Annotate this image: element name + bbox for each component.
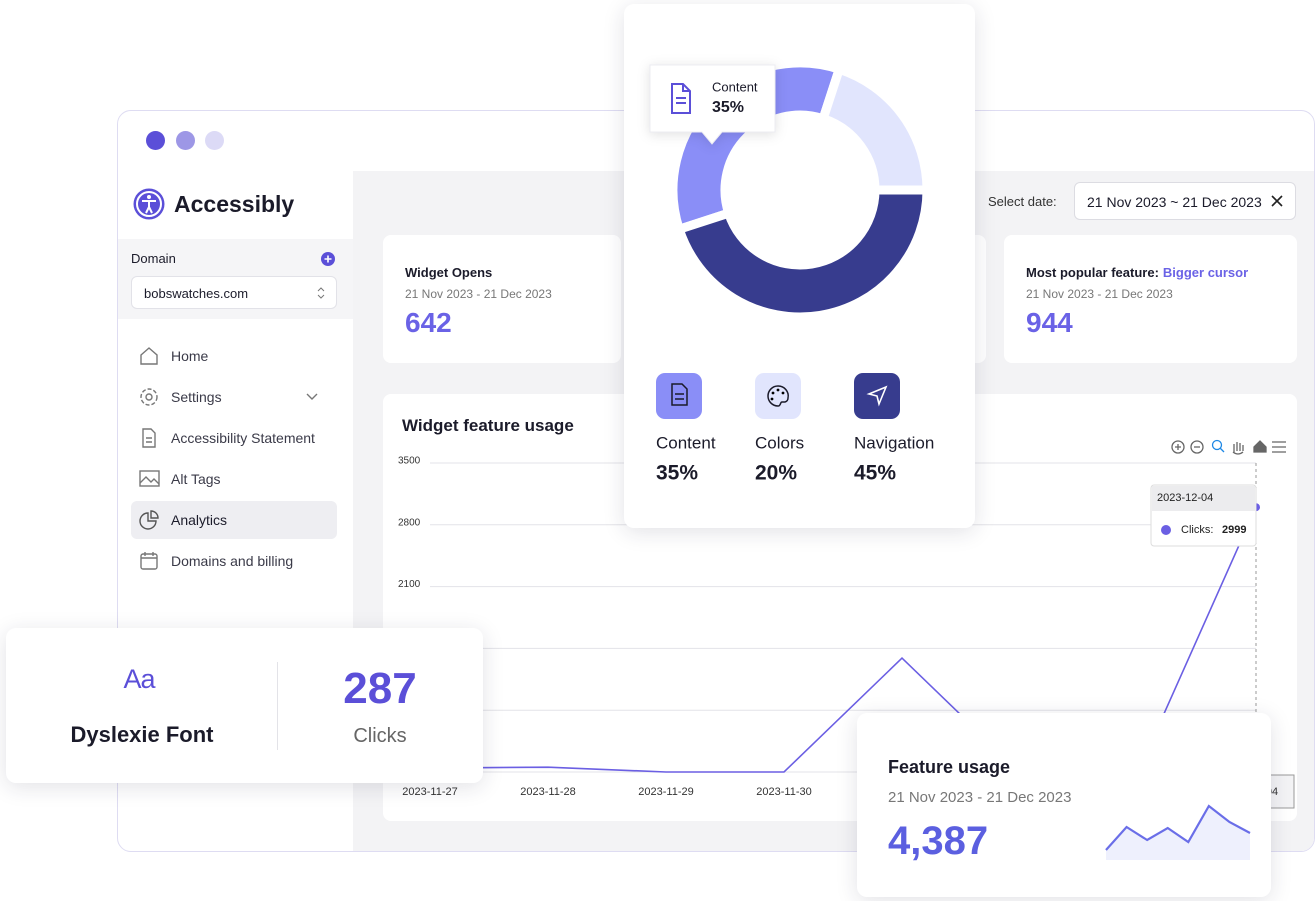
add-domain[interactable] [320,251,336,267]
nav-label: Accessibility Statement [171,430,315,446]
nav-item[interactable]: Domains and billing [131,542,337,580]
nav-item[interactable]: Home [131,337,337,375]
nav-item-active[interactable]: Analytics [131,501,337,539]
brand: Accessibly [174,191,295,217]
nav-icon [140,388,158,406]
y-tick-label: 3500 [398,456,421,467]
clear-date[interactable] [1271,195,1283,207]
nav-item[interactable]: Settings [131,378,337,416]
date-picker[interactable]: 21 Nov 2023 ~ 21 Dec 2023 [1074,182,1296,220]
stat-card: Widget Opens 21 Nov 2023 - 21 Dec 2023 6… [383,235,621,363]
domain-label: Domain [131,251,176,266]
nav-icon [140,347,158,365]
legend-value: 45% [854,462,896,485]
nav-label: Home [171,348,209,364]
legend-label: Content [656,433,716,452]
window-dot [205,131,224,150]
nav-icon [139,470,160,487]
tooltip-header [1152,486,1255,511]
stat-period: 21 Nov 2023 - 21 Dec 2023 [1026,287,1173,301]
x-tick-label: 2023-11-29 [638,786,693,798]
chart-toolbar[interactable] [1171,439,1286,455]
feature-count-label: Clicks [353,725,407,747]
legend-value: 35% [656,462,698,485]
feature-name: Dyslexie Font [70,722,214,747]
donut-slice [817,63,932,195]
stat-title-row: Most popular feature: Bigger cursor [1026,265,1248,280]
window-dot [176,131,195,150]
logo-icon [133,188,165,220]
date-label: Select date: [988,194,1057,209]
donut-chart: Content 35% Colors 20% Navigation 45% Content 3… [649,58,934,485]
usage-card: Feature usage 21 Nov 2023 - 21 Dec 2023 … [857,713,1271,897]
nav-icon [140,552,158,570]
tooltip-swatch [1161,525,1171,535]
tooltip: 2023-12-04 Clicks: 2999 [1150,484,1257,547]
nav-item[interactable]: Alt Tags [131,460,337,498]
stat-title: Most popular feature: [1026,265,1159,280]
donut-slice [673,185,932,322]
y-tick-label: 2100 [398,579,421,590]
sparkline-area [1106,806,1250,860]
donut-panel: Content 35% Colors 20% Navigation 45% Content 3… [624,4,975,528]
legend-label: Navigation [854,433,934,452]
window-dot [146,131,165,150]
sparkline-line [1105,804,1251,851]
stat-value: 642 [405,307,452,338]
usage-title: Feature usage [888,757,1011,777]
domain-section: Domain bobswatches.com [118,239,353,319]
x-tick-label: 2023-11-27 [402,786,457,798]
chart-title: Widget feature usage [402,416,574,435]
legend-icon [656,373,702,419]
nav-item[interactable]: Accessibility Statement [131,419,337,457]
tooltip-value: 35% [712,99,744,116]
feature-count: 287 [343,664,417,713]
domain-value: bobswatches.com [144,286,249,301]
legend-icon [755,373,801,419]
feature-icon: Aa [123,664,155,694]
domain-select[interactable]: bobswatches.com [131,276,337,309]
x-tick-label: 2023-11-28 [520,786,575,798]
stat-card: Most popular feature: Bigger cursor 21 No… [1004,235,1297,363]
usage-total: 4,387 [888,819,989,863]
select-arrows [317,287,325,299]
stat-highlight[interactable]: Bigger cursor [1162,265,1249,280]
y-tick-label: 2800 [398,517,421,528]
chevron [306,393,318,400]
tooltip-value: 2999 [1222,524,1246,536]
feature-card: Aa Dyslexie Font 287 Clicks [6,628,483,783]
tooltip-icon [671,83,691,114]
date-range: 21 Nov 2023 ~ 21 Dec 2023 [1087,194,1262,210]
x-tick-label: 2023-11-30 [756,786,811,798]
stat-title: Widget Opens [405,265,493,280]
usage-period: 21 Nov 2023 - 21 Dec 2023 [888,789,1072,806]
nav-label: Settings [171,389,222,405]
tooltip-label: Clicks: [1181,524,1213,536]
nav-icon [142,428,156,448]
tooltip-label: Content [712,79,758,94]
legend-label: Colors [755,433,804,452]
legend-icon [854,373,900,419]
divider [277,662,278,750]
tooltip-date: 2023-12-04 [1157,492,1213,504]
donut-tooltip: Content 35% [649,64,776,145]
nav-label: Alt Tags [171,471,221,487]
nav-label: Analytics [171,512,228,528]
legend-value: 20% [755,462,797,485]
stat-period: 21 Nov 2023 - 21 Dec 2023 [405,287,552,301]
sparkline [1105,804,1251,860]
stat-value: 944 [1026,307,1073,338]
nav-icon [139,510,159,530]
nav-label: Domains and billing [171,553,294,569]
